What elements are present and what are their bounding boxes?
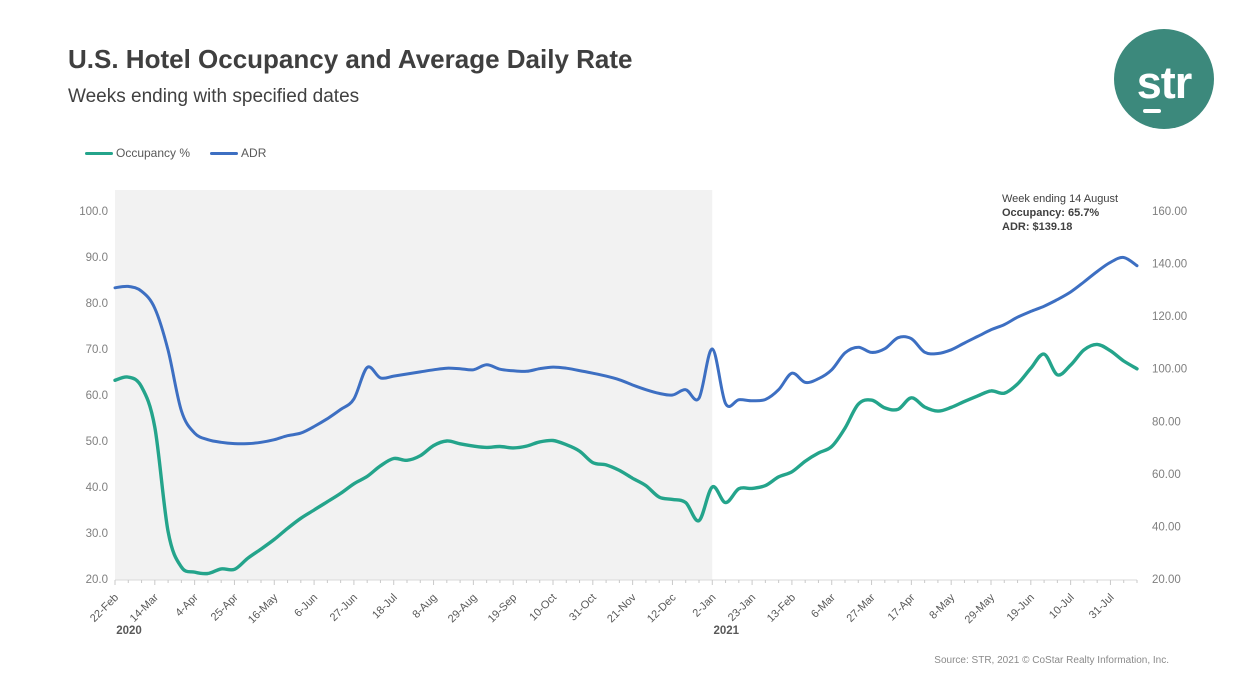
right-axis-labels: 160.00 140.00 120.00 100.00 80.00 60.00 40.00 2… xyxy=(1152,206,1187,586)
svg-text:19-Jun: 19-Jun xyxy=(1005,592,1037,624)
svg-text:2021: 2021 xyxy=(713,625,739,637)
left-axis-labels: 100.0 90.0 80.0 70.0 60.0 50.0 40.0 30.0 20.0 xyxy=(79,206,108,586)
latest-week-callout: Week ending 14 August Occupancy: 65.7% A… xyxy=(1002,192,1118,234)
svg-text:22-Feb: 22-Feb xyxy=(88,592,121,625)
adr-line-swatch-icon xyxy=(210,151,239,155)
page-title: U.S. Hotel Occupancy and Average Daily R… xyxy=(68,44,633,74)
svg-text:2020: 2020 xyxy=(116,625,142,637)
svg-text:17-Apr: 17-Apr xyxy=(886,591,918,623)
year-labels: 2020 2021 xyxy=(116,625,739,637)
svg-text:13-Feb: 13-Feb xyxy=(765,592,798,625)
svg-text:80.0: 80.0 xyxy=(86,298,108,310)
svg-text:29-Aug: 29-Aug xyxy=(446,592,480,626)
shaded-2020-region xyxy=(115,190,713,580)
svg-text:31-Oct: 31-Oct xyxy=(567,592,599,624)
svg-text:27-Mar: 27-Mar xyxy=(844,591,877,624)
adr-line xyxy=(113,255,1139,446)
svg-text:6-Mar: 6-Mar xyxy=(809,591,838,620)
x-axis-ticks xyxy=(114,580,1138,585)
svg-text:80.00: 80.00 xyxy=(1152,416,1181,428)
x-axis-labels: 22-Feb 14-Mar 4-Apr 25-Apr 16-May 6-Jun 27-Jun… xyxy=(88,591,1117,626)
svg-text:40.0: 40.0 xyxy=(86,482,108,494)
svg-text:21-Nov: 21-Nov xyxy=(605,591,639,625)
svg-text:20.0: 20.0 xyxy=(86,574,108,586)
svg-text:31-Jul: 31-Jul xyxy=(1087,592,1117,622)
svg-text:23-Jan: 23-Jan xyxy=(726,592,758,624)
svg-text:12-Dec: 12-Dec xyxy=(645,591,679,625)
svg-text:8-May: 8-May xyxy=(927,591,957,621)
svg-text:60.00: 60.00 xyxy=(1152,469,1181,481)
svg-text:8-Aug: 8-Aug xyxy=(410,592,439,621)
legend-item-occupancy: Occupancy % xyxy=(85,146,190,160)
svg-text:100.00: 100.00 xyxy=(1152,364,1187,376)
svg-text:60.0: 60.0 xyxy=(86,390,108,402)
svg-text:40.00: 40.00 xyxy=(1152,521,1181,533)
svg-text:90.0: 90.0 xyxy=(86,252,108,264)
svg-text:20.00: 20.00 xyxy=(1152,574,1181,586)
occupancy-line xyxy=(113,342,1139,576)
svg-text:70.0: 70.0 xyxy=(86,344,108,356)
svg-text:120.00: 120.00 xyxy=(1152,311,1187,323)
svg-text:100.0: 100.0 xyxy=(79,206,108,218)
svg-text:140.00: 140.00 xyxy=(1152,259,1187,271)
svg-text:16-May: 16-May xyxy=(246,591,281,626)
svg-text:30.0: 30.0 xyxy=(86,528,108,540)
legend-item-adr: ADR xyxy=(210,146,266,160)
svg-text:14-Mar: 14-Mar xyxy=(128,591,161,624)
svg-text:25-Apr: 25-Apr xyxy=(209,591,241,623)
callout-week-ending: Week ending 14 August xyxy=(1002,193,1118,205)
chart-legend: Occupancy % ADR xyxy=(85,146,266,160)
legend-label-adr: ADR xyxy=(241,146,267,160)
svg-text:2-Jan: 2-Jan xyxy=(690,592,718,620)
source-note: Source: STR, 2021 © CoStar Realty Inform… xyxy=(934,655,1169,666)
svg-text:160.00: 160.00 xyxy=(1152,206,1187,218)
svg-text:10-Jul: 10-Jul xyxy=(1047,592,1077,622)
callout-adr-value: ADR: $139.18 xyxy=(1002,221,1073,233)
svg-text:50.0: 50.0 xyxy=(86,436,108,448)
occupancy-line-swatch-icon xyxy=(85,151,113,155)
legend-label-occupancy: Occupancy % xyxy=(116,146,191,160)
svg-text:18-Jul: 18-Jul xyxy=(370,592,400,622)
svg-text:10-Oct: 10-Oct xyxy=(527,592,559,624)
svg-text:29-May: 29-May xyxy=(963,591,998,626)
svg-text:19-Sep: 19-Sep xyxy=(486,592,520,626)
str-logo: str xyxy=(1114,29,1214,129)
svg-text:4-Apr: 4-Apr xyxy=(173,591,201,619)
page-subtitle: Weeks ending with specified dates xyxy=(68,86,360,107)
callout-occupancy-value: Occupancy: 65.7% xyxy=(1002,207,1100,219)
svg-text:6-Jun: 6-Jun xyxy=(292,592,320,620)
str-logo-text: str xyxy=(1136,57,1193,108)
str-logo-underline-mark xyxy=(1143,109,1161,113)
svg-text:27-Jun: 27-Jun xyxy=(328,592,360,624)
